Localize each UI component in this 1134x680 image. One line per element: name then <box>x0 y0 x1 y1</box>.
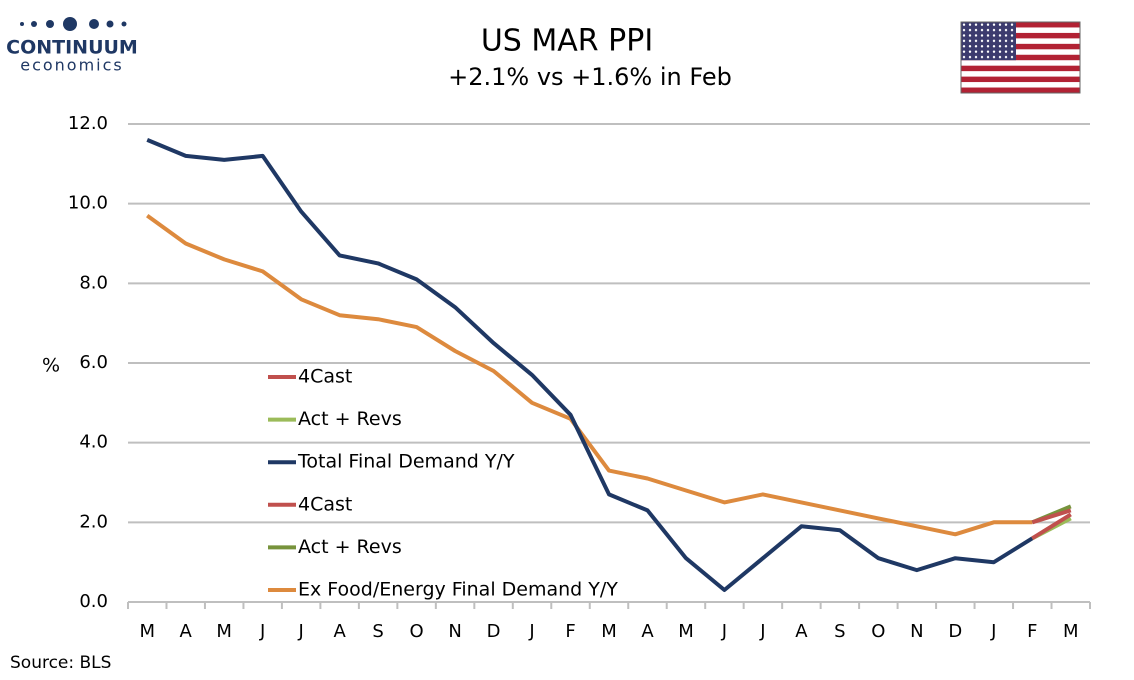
brand-name: CONTINUUM <box>6 37 138 59</box>
x-tick-label: M <box>139 621 155 642</box>
series-line <box>146 138 1034 592</box>
chart-title: US MAR PPI <box>481 24 653 59</box>
source: Source: BLS <box>10 653 111 673</box>
flag <box>960 21 1081 94</box>
x-tick-label: J <box>990 621 996 642</box>
x-tick-label: J <box>528 621 534 642</box>
legend-label: Ex Food/Energy Final Demand Y/Y <box>298 579 618 601</box>
x-tick-label: D <box>948 621 962 642</box>
x-tick-label: A <box>180 621 193 642</box>
x-tick-label: J <box>721 621 727 642</box>
x-tick-label: F <box>1027 621 1037 642</box>
series-line <box>1031 508 1072 525</box>
series-line <box>146 213 1033 537</box>
series-line <box>1031 512 1072 540</box>
y-tick-label: 12.0 <box>68 113 108 134</box>
y-tick-label: 2.0 <box>79 511 108 532</box>
logo: CONTINUUM economics <box>6 17 138 75</box>
chart-subtitle: +2.1% vs +1.6% in Feb <box>448 63 732 91</box>
x-tick-label: J <box>259 621 265 642</box>
y-tick-label: 8.0 <box>79 272 108 293</box>
x-tick-label: J <box>298 621 304 642</box>
x-tick-label: M <box>1063 621 1079 642</box>
x-tick-label: M <box>678 621 694 642</box>
x-tick-label: M <box>216 621 232 642</box>
x-tick-label: N <box>910 621 923 642</box>
x-tick-label: M <box>601 621 617 642</box>
legend-label: Act + Revs <box>298 536 402 558</box>
brand-tagline: economics <box>20 56 124 75</box>
x-tick-label: A <box>795 621 808 642</box>
legend-label: Total Final Demand Y/Y <box>297 451 515 473</box>
y-tick-label: 10.0 <box>68 193 108 214</box>
x-tick-label: F <box>565 621 575 642</box>
legend-label: 4Cast <box>298 493 352 515</box>
x-tick-label: O <box>410 621 424 642</box>
y-axis-label: % <box>42 355 60 377</box>
legend-label: 4Cast <box>298 366 352 388</box>
x-tick-label: D <box>487 621 501 642</box>
y-tick-label: 0.0 <box>79 591 108 612</box>
legend-label: Act + Revs <box>298 408 402 430</box>
x-tick-label: A <box>641 621 654 642</box>
x-tick-label: O <box>871 621 885 642</box>
x-tick-label: S <box>834 621 845 642</box>
y-tick-label: 4.0 <box>79 432 108 453</box>
x-tick-label: N <box>448 621 461 642</box>
x-tick-label: A <box>333 621 346 642</box>
x-tick-label: J <box>759 621 765 642</box>
y-tick-label: 6.0 <box>79 352 108 373</box>
x-tick-label: S <box>372 621 383 642</box>
